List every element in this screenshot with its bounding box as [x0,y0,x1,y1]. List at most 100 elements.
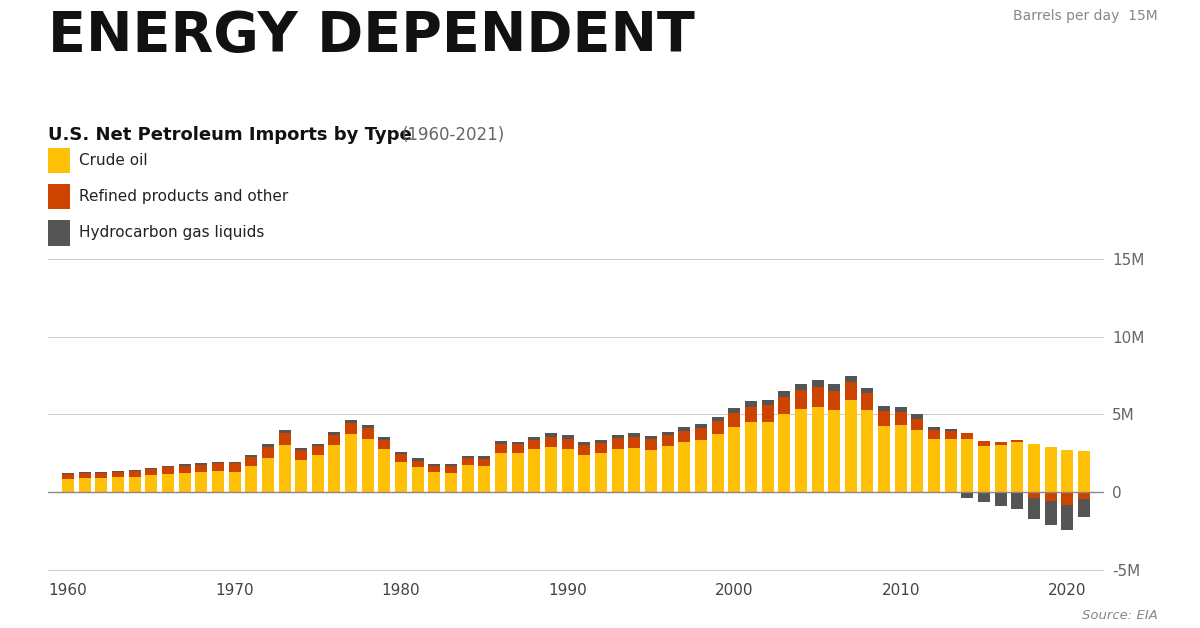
Bar [295,460,307,492]
Bar [578,442,590,445]
Bar [196,465,208,472]
Bar [595,440,607,443]
Bar [162,466,174,467]
Bar [961,492,973,497]
Bar [912,431,924,492]
Bar [828,410,840,492]
Bar [995,492,1007,506]
Bar [578,455,590,492]
Bar [278,433,290,445]
Bar [644,440,656,450]
Bar [362,425,373,428]
Bar [528,436,540,440]
Bar [479,458,491,466]
Bar [395,462,407,492]
Bar [428,472,440,492]
Bar [562,449,574,492]
Bar [661,435,673,447]
Bar [661,447,673,492]
Bar [1045,501,1057,526]
Bar [978,441,990,446]
Bar [445,466,457,473]
Bar [712,421,724,434]
Bar [612,449,624,492]
Bar [212,462,224,463]
Bar [412,467,424,492]
Bar [95,478,107,492]
Bar [329,435,341,445]
Bar [1078,499,1090,517]
Bar [845,382,857,401]
Bar [329,445,341,492]
Bar [745,401,757,407]
Bar [695,440,707,492]
Bar [595,453,607,492]
Bar [262,447,274,458]
Bar [1045,492,1057,501]
Bar [845,401,857,492]
Bar [228,462,240,463]
Bar [794,390,806,409]
Bar [528,450,540,492]
Bar [878,411,890,426]
Bar [779,397,790,414]
Bar [62,479,74,492]
Bar [278,430,290,433]
Bar [245,457,257,466]
Bar [1061,492,1073,505]
Bar [695,428,707,440]
Bar [62,474,74,479]
Bar [644,436,656,440]
Bar [629,433,641,437]
Bar [212,471,224,492]
Bar [995,442,1007,445]
Bar [612,435,624,438]
Bar [828,384,840,391]
Bar [779,391,790,397]
Bar [545,447,557,492]
Bar [128,470,140,471]
Text: Source: EIA: Source: EIA [1082,609,1158,622]
Bar [644,450,656,492]
Bar [928,439,940,492]
Bar [378,440,390,448]
Bar [794,384,806,390]
Bar [762,422,774,492]
Bar [1012,440,1024,442]
Bar [728,413,740,427]
Bar [528,440,540,450]
Bar [712,434,724,492]
Bar [329,431,341,435]
Bar [562,435,574,438]
Bar [95,473,107,478]
Bar [462,456,474,458]
Bar [1078,452,1090,492]
Bar [79,472,91,474]
Bar [545,433,557,436]
Bar [412,458,424,461]
Bar [712,416,724,421]
Bar [745,422,757,492]
Bar [112,477,124,492]
Bar [961,439,973,492]
Bar [762,406,774,422]
Bar [811,407,823,492]
Text: Barrels per day  15M: Barrels per day 15M [1013,9,1158,23]
Bar [862,387,874,393]
Bar [395,452,407,455]
Bar [912,414,924,418]
Bar [1012,492,1024,509]
Bar [678,431,690,443]
Bar [878,406,890,411]
Bar [162,474,174,492]
Bar [228,472,240,492]
Bar [1028,444,1040,492]
Bar [362,438,373,492]
Bar [511,445,523,453]
Bar [145,469,157,475]
Bar [79,474,91,479]
Bar [346,423,358,434]
Bar [928,430,940,439]
Bar [595,443,607,453]
Bar [346,420,358,423]
